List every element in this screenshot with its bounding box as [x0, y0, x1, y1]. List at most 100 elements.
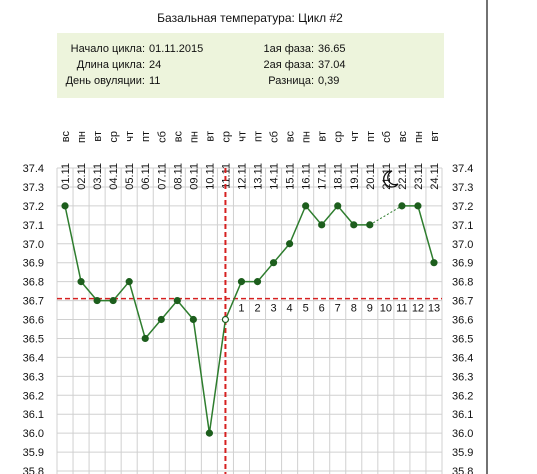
date-label: 17.11 [317, 163, 329, 190]
weekday-label: ср [333, 131, 345, 143]
info-value: 37.04 [318, 59, 346, 71]
temperature-point [77, 278, 85, 286]
temperature-point [398, 202, 406, 210]
temperature-point [141, 334, 149, 343]
temperature-point [125, 278, 133, 286]
temperature-point [414, 202, 422, 210]
y-tick-label-right: 37.4 [452, 163, 473, 175]
y-tick-label-right: 36.5 [452, 333, 473, 345]
info-label: Длина цикла: [77, 59, 145, 71]
weekday-label: вс [172, 131, 184, 143]
phase-day-label: 8 [351, 303, 357, 315]
weekday-label: сб [156, 131, 168, 143]
weekday-label: ср [220, 131, 232, 143]
weekday-label: пт [253, 131, 265, 142]
temperature-point [286, 240, 294, 248]
y-tick-label: 36.6 [23, 315, 44, 327]
weekday-label: пн [188, 131, 200, 143]
date-label: 07.11 [156, 163, 168, 190]
temperature-point [221, 315, 230, 324]
weekday-label: вт [92, 131, 104, 142]
y-tick-label: 37.1 [23, 220, 44, 232]
y-tick-label: 37.4 [23, 163, 44, 175]
weekday-label: сб [269, 131, 281, 143]
date-label: 12.11 [236, 163, 248, 190]
info-value: 0,39 [318, 75, 339, 87]
phase-day-label: 3 [271, 303, 277, 315]
y-tick-label: 37.2 [23, 201, 44, 213]
info-label: 1ая фаза: [263, 43, 314, 55]
date-label: 01.11 [60, 163, 72, 190]
temperature-point [318, 221, 326, 229]
weekday-label: вт [317, 131, 329, 142]
weekday-label: чт [349, 131, 361, 142]
weekday-label: чт [124, 131, 136, 142]
y-tick-label-right: 35.8 [452, 466, 473, 474]
temperature-point [253, 278, 262, 286]
temperature-point [109, 296, 117, 305]
temperature-point [93, 296, 101, 305]
date-label: 05.11 [124, 163, 136, 190]
y-tick-label-right: 36.3 [452, 371, 473, 383]
y-tick-label-right: 36.4 [452, 352, 473, 364]
y-tick-label: 35.8 [23, 466, 44, 474]
date-label: 19.11 [349, 163, 361, 190]
weekday-label: ср [108, 131, 120, 143]
weekday-label: пн [301, 131, 313, 143]
y-tick-label-right: 36.1 [452, 409, 473, 421]
info-label: 2ая фаза: [263, 59, 314, 71]
date-label: 23.11 [413, 163, 425, 190]
info-value: 36.65 [318, 43, 346, 55]
date-label: 04.11 [108, 163, 120, 190]
y-tick-label-right: 37.2 [452, 201, 473, 213]
temperature-point [189, 315, 197, 324]
info-value: 11 [149, 75, 160, 87]
temperature-point [430, 259, 438, 267]
phase-day-label: 5 [303, 303, 309, 315]
temperature-point [173, 296, 181, 305]
y-tick-label: 36.3 [23, 371, 44, 383]
phase-day-label: 11 [396, 303, 407, 315]
date-label: 08.11 [172, 163, 184, 190]
date-label: 20.11 [365, 163, 377, 190]
weekday-label: пт [365, 131, 377, 142]
y-tick-label: 36.9 [23, 258, 44, 270]
weekday-label: вс [285, 131, 297, 143]
y-tick-label: 36.1 [23, 409, 44, 421]
info-label: День овуляции: [66, 75, 145, 87]
temperature-point [61, 202, 69, 210]
phase-day-label: 10 [380, 303, 392, 315]
date-label: 03.11 [92, 163, 104, 190]
date-label: 18.11 [333, 163, 345, 190]
temperature-point [205, 429, 213, 437]
date-label: 14.11 [269, 163, 281, 190]
phase-day-label: 6 [319, 303, 325, 315]
weekday-label: чт [236, 131, 248, 142]
y-tick-label-right: 36.6 [452, 315, 473, 327]
temperature-point [237, 278, 246, 286]
info-label: Начало цикла: [71, 43, 145, 55]
date-label: 06.11 [140, 163, 152, 190]
weekday-label: пн [413, 131, 425, 143]
temperature-point [157, 315, 165, 324]
info-box [57, 33, 444, 98]
y-tick-label-right: 37.1 [452, 220, 473, 232]
phase-day-label: 1 [238, 303, 244, 315]
temperature-point [334, 202, 342, 210]
info-value: 24 [149, 59, 161, 71]
weekday-label: сб [381, 131, 393, 143]
y-tick-label-right: 36.9 [452, 258, 473, 270]
weekday-label: вс [60, 131, 72, 143]
y-tick-label: 37.0 [23, 239, 44, 251]
phase-day-label: 4 [287, 303, 293, 315]
y-tick-label-right: 36.8 [452, 277, 473, 289]
y-tick-label-right: 35.9 [452, 447, 473, 459]
weekday-label: вс [397, 131, 409, 143]
y-tick-label: 36.4 [23, 352, 44, 364]
moon-icon [383, 170, 399, 188]
y-tick-label-right: 36.0 [452, 428, 473, 440]
y-tick-label-right: 37.0 [452, 239, 473, 251]
weekday-label: пн [76, 131, 88, 143]
y-tick-label-right: 37.3 [452, 182, 473, 194]
date-label: 10.11 [204, 163, 216, 190]
